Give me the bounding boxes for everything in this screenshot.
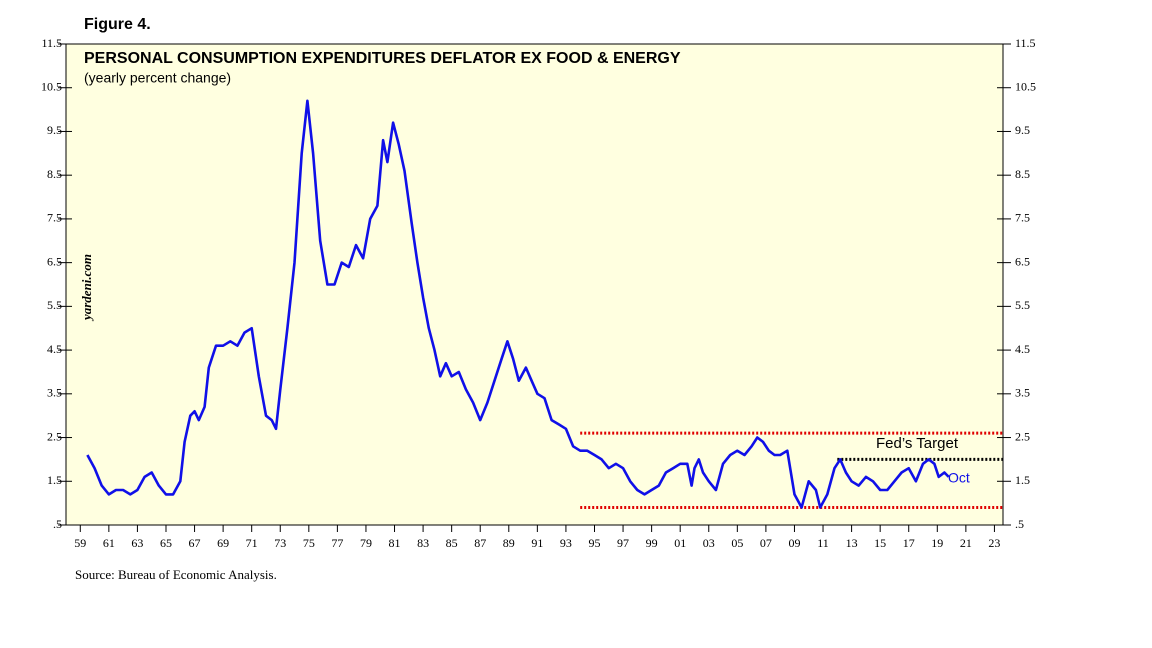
figure-label: Figure 4. bbox=[84, 16, 151, 33]
x-tick-label: 13 bbox=[846, 536, 858, 550]
y2-tick-label: 9.5 bbox=[1015, 123, 1030, 137]
y2-tick-label: 6.5 bbox=[1015, 254, 1030, 268]
x-tick-label: 21 bbox=[960, 536, 972, 550]
x-tick-label: 65 bbox=[160, 536, 172, 550]
y-tick-label: 2.5 bbox=[47, 429, 62, 443]
x-tick-label: 93 bbox=[560, 536, 572, 550]
y2-tick-label: 8.5 bbox=[1015, 167, 1030, 181]
x-tick-label: 63 bbox=[131, 536, 143, 550]
annotation: Oct bbox=[948, 470, 970, 486]
x-tick-label: 95 bbox=[588, 536, 600, 550]
source-note: Source: Bureau of Economic Analysis. bbox=[75, 567, 277, 582]
x-tick-label: 73 bbox=[274, 536, 286, 550]
y2-tick-label: 4.5 bbox=[1015, 342, 1030, 356]
x-tick-label: 83 bbox=[417, 536, 429, 550]
x-tick-label: 97 bbox=[617, 536, 629, 550]
y-tick-label: 10.5 bbox=[41, 79, 62, 93]
x-tick-label: 71 bbox=[246, 536, 258, 550]
x-tick-label: 87 bbox=[474, 536, 486, 550]
chart-title: PERSONAL CONSUMPTION EXPENDITURES DEFLAT… bbox=[84, 50, 681, 67]
x-tick-label: 79 bbox=[360, 536, 372, 550]
x-tick-label: 99 bbox=[646, 536, 658, 550]
y2-tick-label: 7.5 bbox=[1015, 211, 1030, 225]
x-tick-label: 89 bbox=[503, 536, 515, 550]
x-tick-label: 81 bbox=[389, 536, 401, 550]
y-tick-label: 7.5 bbox=[47, 211, 62, 225]
y2-tick-label: .5 bbox=[1015, 517, 1024, 531]
y2-tick-label: 1.5 bbox=[1015, 473, 1030, 487]
y2-tick-label: 5.5 bbox=[1015, 298, 1030, 312]
y-tick-label: 9.5 bbox=[47, 123, 62, 137]
x-tick-label: 75 bbox=[303, 536, 315, 550]
x-tick-label: 11 bbox=[817, 536, 829, 550]
data-line bbox=[86, 99, 950, 509]
x-tick-label: 09 bbox=[788, 536, 800, 550]
y-tick-label: .5 bbox=[53, 517, 62, 531]
x-tick-label: 69 bbox=[217, 536, 229, 550]
watermark: yardeni.com bbox=[79, 254, 94, 322]
annotation: Fed’s Target bbox=[876, 435, 959, 452]
x-tick-label: 23 bbox=[988, 536, 1000, 550]
y-tick-label: 3.5 bbox=[47, 386, 62, 400]
x-tick-label: 85 bbox=[446, 536, 458, 550]
x-tick-label: 91 bbox=[531, 536, 543, 550]
x-tick-label: 07 bbox=[760, 536, 772, 550]
y2-tick-label: 10.5 bbox=[1015, 79, 1036, 93]
x-tick-label: 77 bbox=[331, 536, 343, 550]
y-tick-label: 8.5 bbox=[47, 167, 62, 181]
x-tick-label: 03 bbox=[703, 536, 715, 550]
x-tick-label: 61 bbox=[103, 536, 115, 550]
y2-tick-label: 11.5 bbox=[1015, 36, 1036, 50]
y-tick-label: 4.5 bbox=[47, 342, 62, 356]
x-tick-label: 17 bbox=[903, 536, 915, 550]
y2-tick-label: 3.5 bbox=[1015, 386, 1030, 400]
chart-subtitle: (yearly percent change) bbox=[84, 70, 231, 86]
plot-area bbox=[65, 43, 1004, 526]
y-tick-label: 5.5 bbox=[47, 298, 62, 312]
x-tick-label: 01 bbox=[674, 536, 686, 550]
x-tick-label: 05 bbox=[731, 536, 743, 550]
x-tick-label: 59 bbox=[74, 536, 86, 550]
x-tick-label: 67 bbox=[189, 536, 201, 550]
x-tick-label: 15 bbox=[874, 536, 886, 550]
y-tick-label: 11.5 bbox=[41, 36, 62, 50]
x-tick-label: 19 bbox=[931, 536, 943, 550]
y2-tick-label: 2.5 bbox=[1015, 429, 1030, 443]
y-tick-label: 6.5 bbox=[47, 254, 62, 268]
y-tick-label: 1.5 bbox=[47, 473, 62, 487]
